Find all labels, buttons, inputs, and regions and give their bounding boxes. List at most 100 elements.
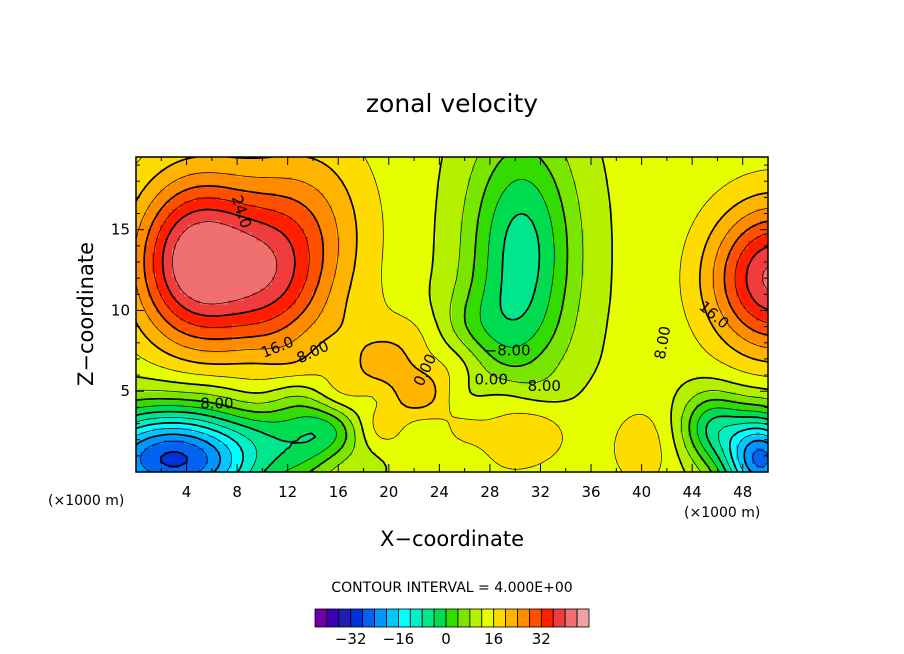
field-cell: [648, 216, 653, 222]
field-cell: [664, 184, 669, 190]
field-cell: [356, 248, 361, 254]
field-cell: [440, 180, 445, 186]
field-cell: [284, 260, 289, 266]
field-cell: [220, 276, 225, 282]
field-cell: [668, 248, 673, 254]
field-cell: [756, 264, 761, 270]
field-cell: [728, 240, 733, 246]
field-cell: [656, 176, 661, 182]
field-cell: [416, 184, 421, 190]
field-cell: [480, 184, 485, 190]
field-cell: [524, 196, 529, 202]
field-cell: [760, 200, 765, 206]
field-cell: [624, 212, 629, 218]
field-cell: [656, 168, 661, 174]
field-cell: [372, 216, 377, 222]
field-cell: [632, 248, 637, 254]
field-cell: [388, 268, 393, 274]
field-cell: [464, 248, 469, 254]
field-cell: [180, 244, 185, 250]
field-cell: [168, 252, 173, 258]
field-cell: [236, 196, 241, 202]
field-cell: [544, 157, 549, 162]
field-cell: [416, 228, 421, 234]
field-cell: [708, 244, 713, 250]
field-cell: [528, 212, 533, 218]
field-cell: [516, 172, 521, 178]
field-cell: [304, 268, 309, 274]
field-cell: [348, 184, 353, 190]
field-cell: [192, 216, 197, 222]
field-cell: [644, 268, 649, 274]
field-cell: [136, 280, 141, 286]
field-cell: [512, 280, 517, 286]
field-cell: [708, 176, 713, 182]
field-cell: [740, 244, 745, 250]
field-cell: [276, 248, 281, 254]
field-cell: [444, 196, 449, 202]
field-cell: [304, 220, 309, 226]
field-cell: [236, 176, 241, 182]
field-cell: [544, 264, 549, 270]
field-cell: [732, 272, 737, 278]
field-cell: [272, 212, 277, 218]
field-cell: [692, 176, 697, 182]
field-cell: [224, 240, 229, 246]
field-cell: [680, 157, 685, 162]
field-cell: [368, 208, 373, 214]
field-cell: [284, 264, 289, 270]
field-cell: [152, 244, 157, 250]
field-cell: [508, 212, 513, 218]
field-cell: [624, 236, 629, 242]
field-cell: [684, 184, 689, 190]
field-cell: [496, 256, 501, 262]
field-cell: [212, 160, 217, 166]
field-cell: [744, 164, 749, 170]
field-cell: [188, 240, 193, 246]
field-cell: [360, 280, 365, 286]
field-cell: [696, 208, 701, 214]
field-cell: [396, 272, 401, 278]
field-cell: [624, 244, 629, 250]
field-cell: [284, 240, 289, 246]
field-cell: [340, 176, 345, 182]
field-cell: [408, 268, 413, 274]
field-cell: [688, 264, 693, 270]
field-cell: [652, 272, 657, 278]
field-cell: [644, 244, 649, 250]
field-cell: [224, 216, 229, 222]
field-cell: [232, 232, 237, 238]
field-cell: [636, 157, 641, 162]
field-cell: [592, 196, 597, 202]
field-cell: [352, 252, 357, 258]
field-cell: [600, 160, 605, 166]
field-cell: [172, 228, 177, 234]
field-cell: [652, 157, 657, 162]
field-cell: [460, 168, 465, 174]
field-cell: [212, 268, 217, 274]
field-cell: [576, 272, 581, 278]
field-cell: [536, 256, 541, 262]
field-cell: [248, 224, 253, 230]
field-cell: [724, 228, 729, 234]
field-cell: [412, 176, 417, 182]
field-cell: [492, 252, 497, 258]
field-cell: [428, 268, 433, 274]
field-cell: [744, 172, 749, 178]
field-cell: [728, 212, 733, 218]
field-cell: [384, 264, 389, 270]
field-cell: [408, 157, 413, 162]
field-cell: [732, 268, 737, 274]
field-cell: [208, 260, 213, 266]
field-cell: [552, 268, 557, 274]
field-cell: [412, 232, 417, 238]
field-cell: [316, 232, 321, 238]
field-cell: [468, 268, 473, 274]
field-cell: [648, 252, 653, 258]
field-cell: [316, 208, 321, 214]
field-cell: [612, 157, 617, 162]
field-cell: [376, 164, 381, 170]
field-cell: [448, 240, 453, 246]
field-cell: [728, 272, 733, 278]
field-cell: [500, 164, 505, 170]
